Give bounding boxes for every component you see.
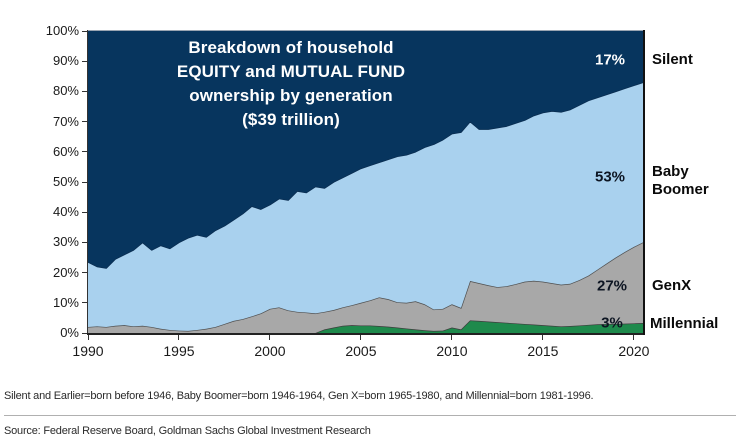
x-axis-line — [87, 333, 645, 335]
y-tick-label: 90% — [52, 53, 79, 69]
legend-label-baby-boomer: Baby Boomer — [652, 163, 709, 198]
y-tick-label: 80% — [52, 83, 79, 99]
y-tick-mark — [82, 302, 87, 304]
y-tick-mark — [82, 90, 87, 92]
x-tick-mark — [87, 335, 89, 340]
y-tick-label: 20% — [52, 264, 79, 280]
y-tick-mark — [82, 181, 87, 183]
x-tick-label: 1990 — [72, 343, 104, 359]
chart-title: Breakdown of household EQUITY and MUTUAL … — [116, 36, 466, 132]
y-tick-mark — [82, 30, 87, 32]
chart-title-line: ownership by generation — [189, 86, 393, 105]
y-tick-mark — [82, 121, 87, 123]
x-tick-label: 2005 — [345, 343, 377, 359]
area-silent — [88, 31, 643, 269]
y-tick-label: 30% — [52, 234, 79, 250]
stacked-area-svg — [88, 31, 643, 333]
x-tick-mark — [451, 335, 453, 340]
pct-label-silent: 17% — [594, 51, 626, 69]
plot-border-right — [643, 30, 645, 335]
y-axis-line — [87, 30, 88, 334]
x-tick-mark — [178, 335, 180, 340]
y-tick-mark — [82, 211, 87, 213]
legend-label-millennial: Millennial — [650, 315, 719, 332]
chart-title-line: Breakdown of household — [188, 38, 394, 57]
x-tick-mark — [360, 335, 362, 340]
y-tick-mark — [82, 241, 87, 243]
x-tick-label: 2015 — [527, 343, 559, 359]
x-tick-mark — [269, 335, 271, 340]
y-tick-label: 40% — [52, 204, 79, 220]
x-tick-label: 2010 — [436, 343, 468, 359]
footer-divider — [4, 415, 736, 416]
y-tick-label: 0% — [60, 325, 79, 340]
y-tick-label: 60% — [52, 143, 79, 159]
y-tick-mark — [82, 272, 87, 274]
plot-area: Breakdown of household EQUITY and MUTUAL … — [88, 31, 643, 333]
y-tick-label: 50% — [52, 174, 79, 189]
y-tick-mark — [82, 332, 87, 334]
area-genx — [88, 242, 643, 333]
area-baby-boomer — [88, 82, 643, 331]
source-note: Source: Federal Reserve Board, Goldman S… — [4, 425, 371, 437]
y-tick-mark — [82, 151, 87, 153]
plot-border-top — [87, 30, 645, 31]
y-tick-label: 10% — [52, 294, 79, 310]
x-tick-mark — [633, 335, 635, 340]
y-tick-mark — [82, 60, 87, 62]
x-tick-label: 2000 — [254, 343, 286, 359]
y-tick-label: 70% — [52, 113, 79, 129]
definitions-footnote: Silent and Earlier=born before 1946, Bab… — [4, 390, 594, 402]
pct-label-baby-boomer: 53% — [594, 168, 626, 186]
pct-label-millennial: 3% — [601, 314, 623, 332]
chart-title-line: ($39 trillion) — [242, 110, 340, 129]
pct-label-genx: 27% — [596, 277, 628, 295]
legend-label-genx: GenX — [652, 277, 692, 294]
y-tick-label: 100% — [45, 23, 79, 38]
x-tick-label: 1995 — [163, 343, 195, 359]
chart-title-line: EQUITY and MUTUAL FUND — [176, 62, 406, 81]
x-tick-mark — [542, 335, 544, 340]
x-tick-label: 2020 — [618, 343, 650, 359]
area-millennial — [88, 320, 643, 333]
legend-label-silent: Silent — [652, 51, 693, 68]
